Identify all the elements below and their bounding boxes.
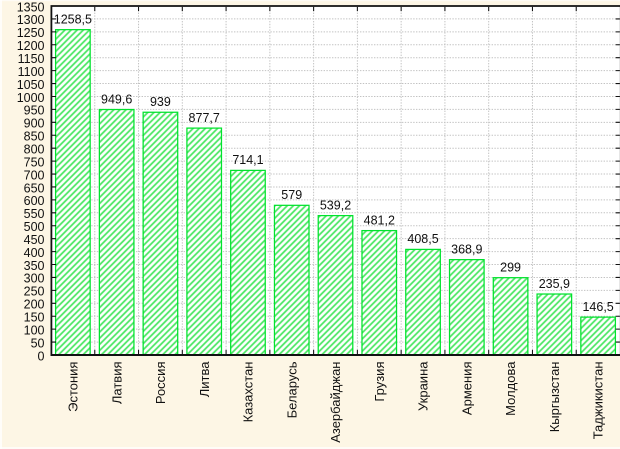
svg-text:Латвия: Латвия xyxy=(109,362,124,405)
svg-text:Россия: Россия xyxy=(153,362,168,405)
svg-text:299: 299 xyxy=(500,261,521,275)
svg-text:408,5: 408,5 xyxy=(407,232,438,246)
svg-text:481,2: 481,2 xyxy=(364,213,395,227)
svg-text:Армения: Армения xyxy=(459,362,474,416)
svg-text:50: 50 xyxy=(31,336,45,350)
svg-text:1300: 1300 xyxy=(17,13,45,27)
svg-text:Молдова: Молдова xyxy=(503,361,518,416)
svg-text:714,1: 714,1 xyxy=(232,153,263,167)
svg-text:150: 150 xyxy=(24,311,45,325)
svg-text:0: 0 xyxy=(38,349,45,363)
svg-text:1100: 1100 xyxy=(18,65,45,79)
svg-text:650: 650 xyxy=(24,181,45,195)
svg-text:Литва: Литва xyxy=(197,361,212,398)
svg-text:850: 850 xyxy=(24,130,45,144)
svg-text:800: 800 xyxy=(24,142,45,156)
svg-text:1200: 1200 xyxy=(17,39,45,53)
svg-text:550: 550 xyxy=(24,207,45,221)
svg-text:700: 700 xyxy=(24,168,45,182)
svg-text:235,9: 235,9 xyxy=(539,277,570,291)
svg-text:1000: 1000 xyxy=(17,91,45,105)
svg-text:100: 100 xyxy=(24,323,45,337)
svg-text:350: 350 xyxy=(24,259,45,273)
svg-text:Украина: Украина xyxy=(416,361,431,411)
svg-text:Кыргызстан: Кыргызстан xyxy=(547,362,562,433)
svg-text:250: 250 xyxy=(24,285,45,299)
svg-text:Беларусь: Беларусь xyxy=(284,361,299,418)
svg-text:877,7: 877,7 xyxy=(189,111,220,125)
svg-text:900: 900 xyxy=(24,117,45,131)
svg-text:300: 300 xyxy=(24,272,45,286)
svg-text:579: 579 xyxy=(281,188,302,202)
svg-text:Казахстан: Казахстан xyxy=(241,362,256,423)
svg-text:Эстония: Эстония xyxy=(65,362,80,412)
svg-text:939: 939 xyxy=(150,95,171,109)
svg-text:Азербайджан: Азербайджан xyxy=(328,362,343,443)
svg-text:1350: 1350 xyxy=(17,0,45,14)
svg-text:Таджикистан: Таджикистан xyxy=(591,362,606,440)
svg-text:600: 600 xyxy=(24,194,45,208)
svg-text:750: 750 xyxy=(24,155,45,169)
svg-text:368,9: 368,9 xyxy=(451,242,482,256)
svg-text:200: 200 xyxy=(24,298,45,312)
svg-text:500: 500 xyxy=(24,220,45,234)
svg-text:450: 450 xyxy=(24,233,45,247)
svg-text:Грузия: Грузия xyxy=(372,362,387,402)
svg-text:400: 400 xyxy=(24,246,45,260)
svg-text:1258,5: 1258,5 xyxy=(54,12,92,26)
svg-text:949,6: 949,6 xyxy=(101,92,132,106)
svg-text:146,5: 146,5 xyxy=(582,300,613,314)
svg-text:1250: 1250 xyxy=(17,26,45,40)
svg-text:950: 950 xyxy=(24,104,45,118)
svg-text:1050: 1050 xyxy=(17,78,45,92)
svg-text:539,2: 539,2 xyxy=(320,198,351,212)
svg-text:1150: 1150 xyxy=(18,52,45,66)
